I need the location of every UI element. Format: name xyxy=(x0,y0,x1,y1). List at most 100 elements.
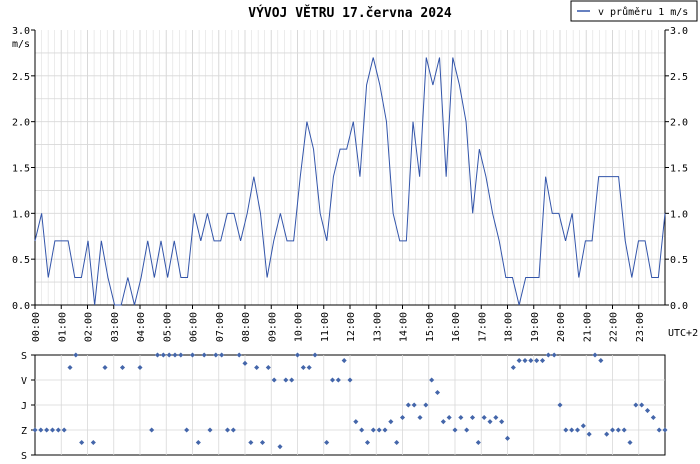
speed-ytick-label-left: 2.5 xyxy=(12,72,30,83)
direction-point xyxy=(370,427,376,433)
direction-point xyxy=(149,427,155,433)
direction-point xyxy=(574,427,581,433)
speed-ylabel: m/s xyxy=(12,39,30,50)
direction-ytick-label: Z xyxy=(21,426,27,437)
direction-point xyxy=(289,377,295,383)
speed-ytick-label-left: 1.5 xyxy=(12,164,30,175)
direction-point xyxy=(254,364,260,371)
direction-point xyxy=(359,427,365,433)
direction-point xyxy=(522,358,528,364)
speed-ytick-label-right: 0.0 xyxy=(670,301,688,312)
speed-panel: 0.0 0.0 0.5 0.5 1.0 1.0 1.5 1.5 2.0 2.0 2.5 2.5 3.0 3… xyxy=(12,26,698,342)
direction-point xyxy=(469,414,476,421)
legend-label: v průměru 1 m/s xyxy=(598,6,688,18)
direction-point xyxy=(178,352,184,358)
xtick-label: 02:00 xyxy=(84,312,95,342)
direction-point xyxy=(440,419,446,425)
direction-point xyxy=(475,439,481,446)
xtick-label: 14:00 xyxy=(399,312,410,342)
direction-point xyxy=(382,427,388,433)
direction-point xyxy=(464,427,470,433)
xtick-label: 21:00 xyxy=(582,312,593,342)
direction-point xyxy=(236,352,242,358)
direction-point xyxy=(154,352,161,358)
direction-point xyxy=(341,358,347,364)
speed-ytick-label-right: 3.0 xyxy=(670,26,688,37)
direction-point xyxy=(644,408,651,414)
direction-point xyxy=(633,402,639,408)
legend-box xyxy=(570,0,698,22)
direction-panel: S V J Z S xyxy=(21,351,668,462)
direction-point xyxy=(335,377,341,383)
direction-point xyxy=(563,427,569,433)
direction-point xyxy=(452,427,458,433)
direction-point xyxy=(364,439,371,446)
xtick-label: 07:00 xyxy=(215,312,226,342)
xtick-label: 00:00 xyxy=(31,312,42,342)
direction-point xyxy=(184,427,190,433)
direction-point xyxy=(609,427,616,433)
direction-point xyxy=(639,402,645,408)
direction-point xyxy=(504,435,511,441)
direction-point xyxy=(312,352,318,358)
xtick-label: 09:00 xyxy=(267,312,278,342)
xtick-label: 05:00 xyxy=(162,312,173,342)
xtick-label: 18:00 xyxy=(504,312,515,342)
speed-ytick-label-left: 0.0 xyxy=(12,301,30,312)
speed-ytick-label-right: 1.5 xyxy=(670,164,688,175)
direction-ytick-label: S xyxy=(21,351,27,362)
direction-point xyxy=(411,402,417,408)
direction-point xyxy=(534,358,540,364)
direction-point xyxy=(394,439,400,446)
direction-point xyxy=(481,414,487,421)
xtick-label: 16:00 xyxy=(451,312,462,342)
direction-point xyxy=(265,364,271,371)
xtick-label: 19:00 xyxy=(530,312,541,342)
speed-ytick-label-right: 2.0 xyxy=(670,118,688,129)
speed-ytick-label-left: 2.0 xyxy=(12,118,30,129)
direction-point xyxy=(446,414,452,421)
direction-point xyxy=(300,364,306,371)
speed-ytick-label-right: 0.5 xyxy=(670,255,688,266)
direction-point xyxy=(580,423,586,429)
direction-point xyxy=(324,439,330,446)
speed-ytick-label-right: 1.0 xyxy=(670,209,688,220)
direction-point xyxy=(201,352,207,358)
direction-point xyxy=(545,352,551,358)
direction-point xyxy=(230,427,236,433)
direction-point xyxy=(347,377,353,383)
direction-ytick-label: V xyxy=(21,376,27,387)
speed-series-line xyxy=(34,57,666,306)
xtick-label: 01:00 xyxy=(57,312,68,342)
direction-point xyxy=(627,439,633,446)
speed-ytick-label-left: 3.0 xyxy=(12,26,30,37)
xtick-label: 10:00 xyxy=(294,312,305,342)
direction-point xyxy=(306,364,312,371)
direction-ytick-label: J xyxy=(21,401,27,412)
direction-point xyxy=(329,377,336,383)
xtick-label: 04:00 xyxy=(136,312,147,342)
direction-point xyxy=(376,427,382,433)
chart-title: VÝVOJ VĚTRU 17.června 2024 xyxy=(248,5,452,21)
xtick-label: 23:00 xyxy=(635,312,646,342)
direction-point xyxy=(551,352,557,358)
direction-point xyxy=(429,377,435,383)
direction-point xyxy=(283,377,289,383)
direction-point xyxy=(189,352,196,358)
xtick-label: 20:00 xyxy=(556,312,567,342)
xtick-label: 11:00 xyxy=(320,312,331,342)
xtick-label: 08:00 xyxy=(241,312,252,342)
xtick-label: 03:00 xyxy=(110,312,121,342)
direction-point xyxy=(294,352,301,358)
direction-point xyxy=(137,364,143,371)
direction-point xyxy=(650,414,656,421)
direction-point xyxy=(557,402,563,408)
direction-point xyxy=(195,439,201,446)
direction-point xyxy=(458,414,464,421)
direction-point xyxy=(79,439,85,446)
direction-point xyxy=(405,402,411,408)
direction-point xyxy=(656,427,662,433)
direction-point xyxy=(388,419,394,425)
direction-point xyxy=(615,427,621,433)
direction-point xyxy=(259,439,266,446)
